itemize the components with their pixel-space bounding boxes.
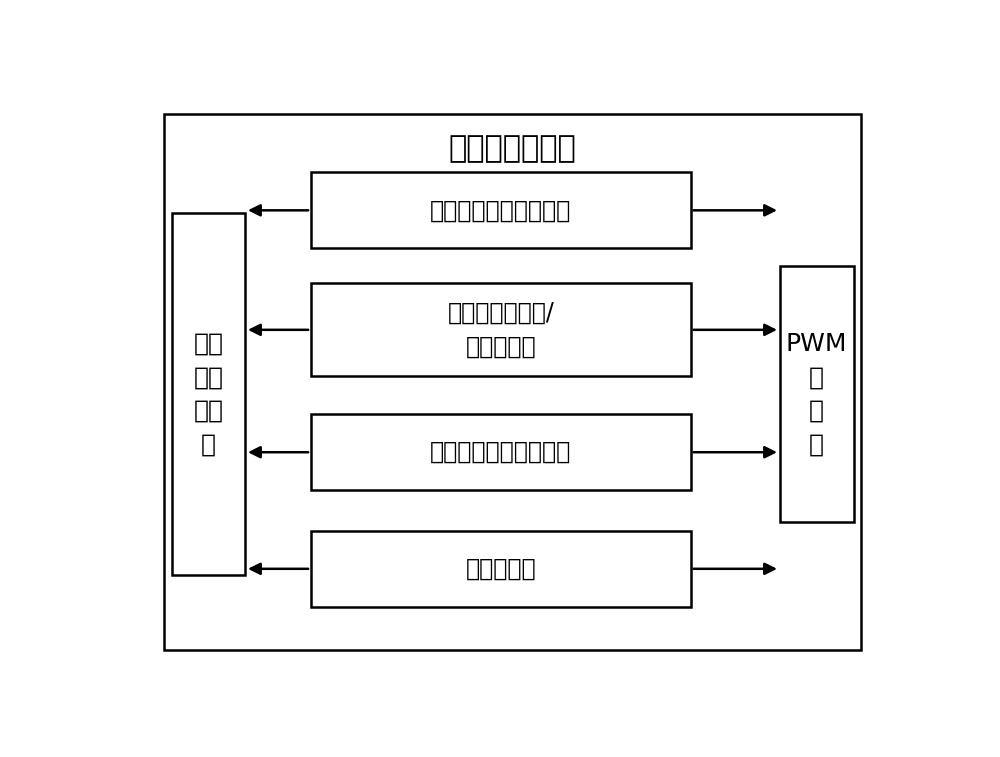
- Text: 风力发电机电压/
电流比较部: 风力发电机电压/ 电流比较部: [447, 301, 554, 359]
- Text: PWM
启
动
部: PWM 启 动 部: [786, 332, 847, 456]
- Bar: [311, 531, 691, 606]
- Bar: [780, 266, 854, 522]
- Bar: [311, 173, 691, 248]
- Bar: [311, 283, 691, 376]
- Text: 风力发电机转速比较部: 风力发电机转速比较部: [430, 441, 572, 464]
- Text: 开关
元件
控制
部: 开关 元件 控制 部: [193, 332, 223, 456]
- Bar: [172, 213, 245, 575]
- Text: 风速比较部: 风速比较部: [466, 557, 536, 581]
- Text: 风光互补控制器: 风光互补控制器: [449, 135, 576, 164]
- Text: 蓄电池充电状态判断部: 蓄电池充电状态判断部: [430, 198, 572, 223]
- Bar: [311, 414, 691, 490]
